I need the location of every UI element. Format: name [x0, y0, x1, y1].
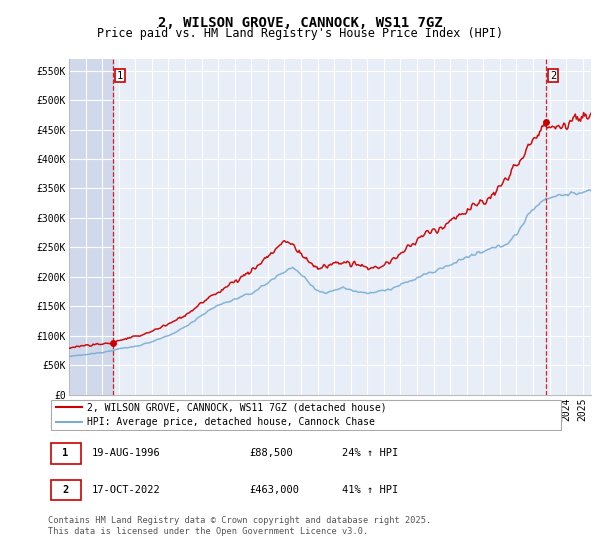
Text: Contains HM Land Registry data © Crown copyright and database right 2025.
This d: Contains HM Land Registry data © Crown c…: [48, 516, 431, 536]
Text: Price paid vs. HM Land Registry's House Price Index (HPI): Price paid vs. HM Land Registry's House …: [97, 27, 503, 40]
FancyBboxPatch shape: [50, 479, 80, 500]
Text: 19-AUG-1996: 19-AUG-1996: [92, 449, 161, 459]
Text: 24% ↑ HPI: 24% ↑ HPI: [342, 449, 398, 459]
Text: 2: 2: [62, 485, 68, 494]
Text: 1: 1: [117, 71, 123, 81]
Text: £88,500: £88,500: [249, 449, 293, 459]
Text: HPI: Average price, detached house, Cannock Chase: HPI: Average price, detached house, Cann…: [86, 417, 374, 427]
Text: 41% ↑ HPI: 41% ↑ HPI: [342, 485, 398, 494]
FancyBboxPatch shape: [50, 400, 562, 430]
Text: 2, WILSON GROVE, CANNOCK, WS11 7GZ (detached house): 2, WILSON GROVE, CANNOCK, WS11 7GZ (deta…: [86, 403, 386, 413]
Text: 2, WILSON GROVE, CANNOCK, WS11 7GZ: 2, WILSON GROVE, CANNOCK, WS11 7GZ: [158, 16, 442, 30]
Text: 2: 2: [550, 71, 556, 81]
FancyBboxPatch shape: [50, 443, 80, 464]
Text: 17-OCT-2022: 17-OCT-2022: [92, 485, 161, 494]
Text: £463,000: £463,000: [249, 485, 299, 494]
Text: 1: 1: [62, 449, 68, 459]
